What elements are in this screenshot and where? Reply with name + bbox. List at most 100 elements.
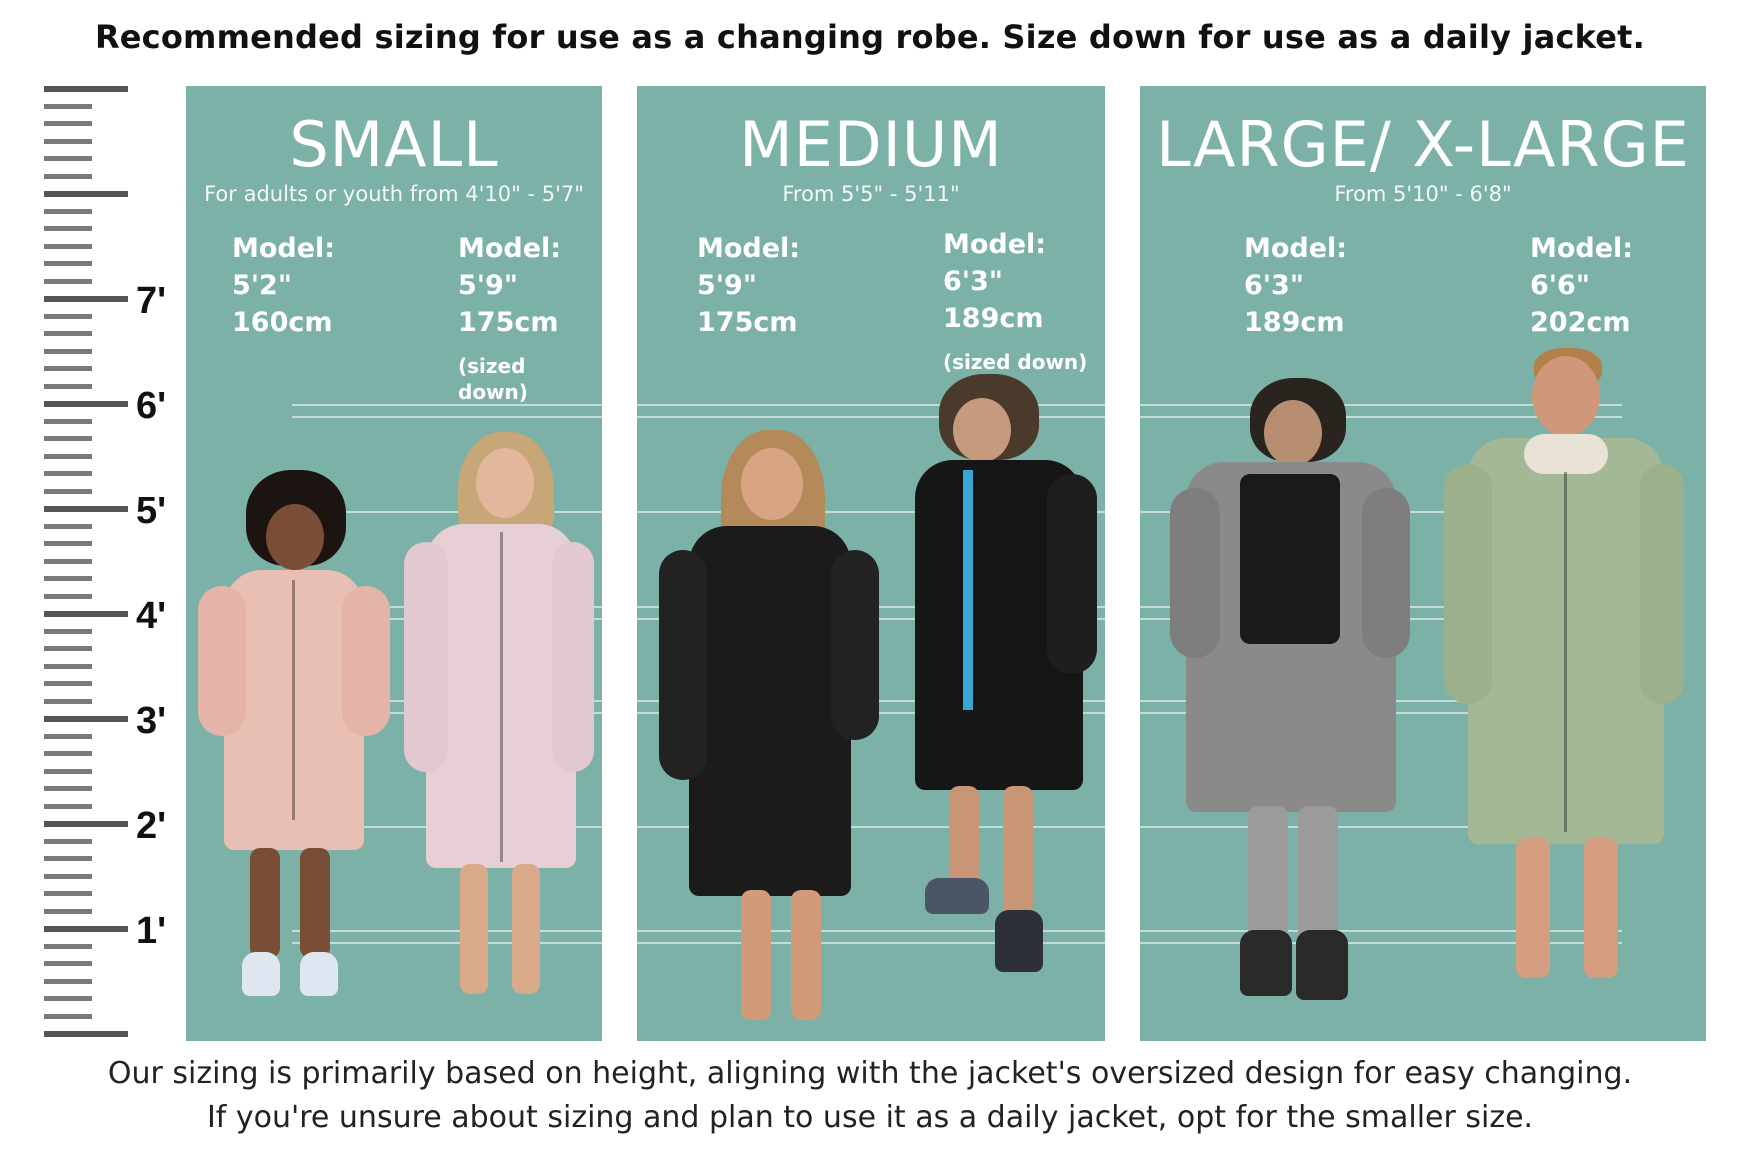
model-info: Model: 5'9" 175cm (697, 230, 800, 341)
model-height-imperial: 5'9" (458, 270, 518, 301)
ruler-minor-tick (44, 121, 92, 126)
ruler-major-tick (44, 611, 128, 617)
ruler-label: 5' (136, 490, 167, 532)
ruler-label: 6' (136, 385, 167, 427)
ruler-label: 1' (136, 910, 167, 952)
model-info: Model: 6'3" 189cm (1244, 230, 1347, 341)
ruler-major-tick (44, 401, 128, 407)
model-height-imperial: 5'2" (232, 270, 292, 301)
ruler-minor-tick (44, 786, 92, 791)
model-info: Model: 5'9" 175cm (sized down) (458, 230, 602, 405)
model-photo-medium-1 (659, 430, 879, 1040)
model-label: Model: (1244, 233, 1348, 264)
model-photo-medium-2 (899, 374, 1099, 1039)
size-range-large: From 5'10" - 6'8" (1334, 182, 1512, 206)
ruler-major-tick (44, 191, 128, 197)
model-height-metric: 189cm (943, 303, 1044, 334)
model-note: (sized down) (458, 354, 528, 404)
ruler-minor-tick (44, 576, 92, 581)
ruler-minor-tick (44, 366, 92, 371)
ruler-minor-tick (44, 349, 92, 354)
ruler-minor-tick (44, 489, 92, 494)
ruler-label: 4' (136, 595, 167, 637)
ruler-minor-tick (44, 891, 92, 896)
ruler-label: 7' (136, 280, 167, 322)
ruler-minor-tick (44, 961, 92, 966)
model-height-imperial: 5'9" (697, 270, 757, 301)
ruler-major-tick (44, 1031, 128, 1037)
size-title-small: SMALL (289, 108, 499, 181)
ruler-major-tick (44, 716, 128, 722)
ruler-minor-tick (44, 629, 92, 634)
model-height-metric: 202cm (1530, 307, 1631, 338)
ruler-minor-tick (44, 104, 92, 109)
ruler-minor-tick (44, 874, 92, 879)
ruler-minor-tick (44, 471, 92, 476)
ruler-label: 2' (136, 805, 167, 847)
model-label: Model: (458, 233, 562, 264)
ruler-minor-tick (44, 174, 92, 179)
model-label: Model: (943, 229, 1047, 260)
ruler-minor-tick (44, 594, 92, 599)
model-info: Model: 6'3" 189cm (sized down) (943, 226, 1087, 375)
ruler-label: 3' (136, 700, 167, 742)
ruler-minor-tick (44, 156, 92, 161)
ruler-minor-tick (44, 244, 92, 249)
size-panel-medium: MEDIUM From 5'5" - 5'11" Model: 5'9" 175… (637, 86, 1105, 1041)
ruler-minor-tick (44, 996, 92, 1001)
ruler-minor-tick (44, 944, 92, 949)
size-title-large: LARGE/ X-LARGE (1156, 108, 1690, 181)
ruler-minor-tick (44, 524, 92, 529)
model-label: Model: (232, 233, 336, 264)
ruler-minor-tick (44, 314, 92, 319)
model-height-metric: 175cm (458, 307, 559, 338)
ruler-minor-tick (44, 541, 92, 546)
model-label: Model: (697, 233, 801, 264)
model-height-metric: 160cm (232, 307, 333, 338)
ruler-minor-tick (44, 384, 92, 389)
size-title-medium: MEDIUM (739, 108, 1003, 181)
ruler-major-tick (44, 86, 128, 92)
ruler-minor-tick (44, 681, 92, 686)
ruler-minor-tick (44, 751, 92, 756)
ruler-minor-tick (44, 279, 92, 284)
ruler-minor-tick (44, 699, 92, 704)
ruler-minor-tick (44, 839, 92, 844)
ruler-minor-tick (44, 454, 92, 459)
ruler-minor-tick (44, 226, 92, 231)
size-panel-large: LARGE/ X-LARGE From 5'10" - 6'8" Model: … (1140, 86, 1706, 1041)
model-height-imperial: 6'6" (1530, 270, 1590, 301)
model-note: (sized down) (943, 350, 1088, 374)
ruler-minor-tick (44, 909, 92, 914)
ruler-minor-tick (44, 419, 92, 424)
model-height-metric: 189cm (1244, 307, 1345, 338)
height-ruler: 7' 6' 5' 4' 3' 2' 1' (44, 86, 184, 1041)
model-info: Model: 6'6" 202cm (1530, 230, 1633, 341)
ruler-minor-tick (44, 139, 92, 144)
ruler-minor-tick (44, 856, 92, 861)
page-title: Recommended sizing for use as a changing… (94, 18, 1646, 56)
ruler-minor-tick (44, 646, 92, 651)
model-height-metric: 175cm (697, 307, 798, 338)
ruler-minor-tick (44, 331, 92, 336)
ruler-minor-tick (44, 769, 92, 774)
ruler-major-tick (44, 926, 128, 932)
ruler-minor-tick (44, 979, 92, 984)
model-photo-small-1 (196, 470, 390, 1040)
ruler-minor-tick (44, 559, 92, 564)
ruler-minor-tick (44, 436, 92, 441)
ruler-minor-tick (44, 209, 92, 214)
model-height-imperial: 6'3" (1244, 270, 1304, 301)
size-range-small: For adults or youth from 4'10" - 5'7" (204, 182, 584, 206)
ruler-minor-tick (44, 734, 92, 739)
size-panel-small: SMALL For adults or youth from 4'10" - 5… (186, 86, 602, 1041)
model-height-imperial: 6'3" (943, 266, 1003, 297)
model-photo-small-2 (404, 432, 594, 1032)
ruler-minor-tick (44, 261, 92, 266)
ruler-major-tick (44, 506, 128, 512)
ruler-minor-tick (44, 804, 92, 809)
ruler-minor-tick (44, 1014, 92, 1019)
model-label: Model: (1530, 233, 1634, 264)
ruler-major-tick (44, 821, 128, 827)
footer-line-2: If you're unsure about sizing and plan t… (206, 1100, 1534, 1135)
